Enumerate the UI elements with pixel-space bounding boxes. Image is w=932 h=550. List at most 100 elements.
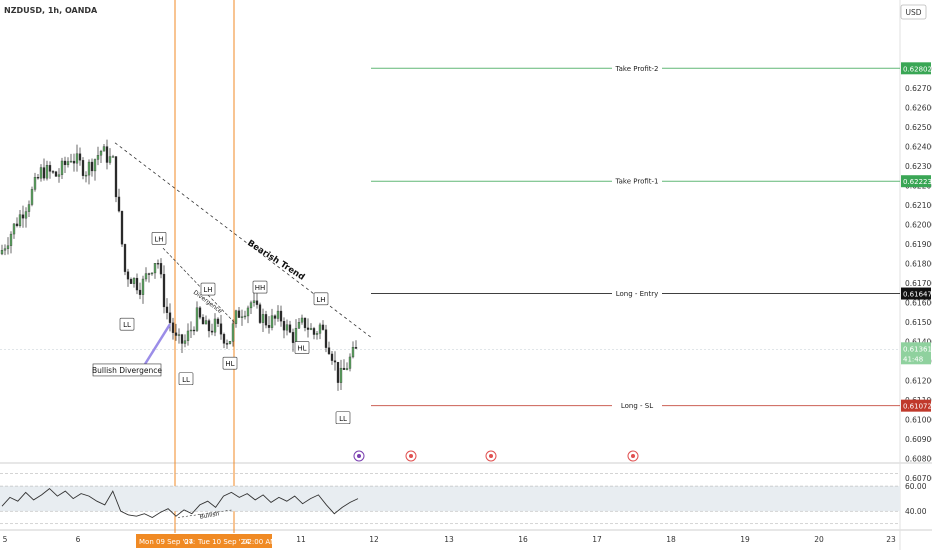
swing-label-box	[119, 317, 135, 331]
event-icon-dot	[357, 454, 361, 458]
level-price-tag	[901, 175, 931, 188]
current-price-value: 0.61361	[903, 345, 932, 353]
crosshair-time-label: 02:00 AM	[243, 538, 276, 546]
swing-label: HL	[225, 360, 234, 368]
candle-body	[201, 317, 205, 325]
candle-body	[75, 153, 79, 164]
candle-body	[132, 277, 136, 284]
swing-label-box	[294, 341, 310, 354]
candle-body	[87, 161, 91, 176]
candle-body	[225, 343, 229, 345]
candle-body	[192, 329, 196, 332]
candle-body	[165, 306, 169, 313]
swing-label-box	[222, 356, 238, 370]
candle-body	[156, 263, 160, 265]
time-tick-label: 19	[740, 535, 750, 544]
candle-body	[351, 347, 355, 358]
candle-body	[129, 279, 133, 284]
candle-body	[90, 161, 94, 172]
divergence-line	[162, 247, 237, 325]
time-tick-label: 11	[296, 535, 306, 544]
time-tick-label: 5	[3, 535, 8, 544]
level-price-value: 0.61072	[903, 403, 932, 411]
candle-body	[210, 330, 214, 333]
candle-body	[216, 318, 220, 324]
price-axis[interactable]: 0.607000.608000.609000.610000.611000.612…	[901, 62, 932, 483]
candle-body	[27, 204, 31, 212]
swing-label: HL	[297, 345, 306, 353]
candle-body	[294, 327, 298, 343]
candle-body	[252, 300, 256, 303]
annotation-box	[92, 363, 162, 377]
candle-body	[336, 361, 340, 383]
candle-body	[240, 316, 244, 318]
rsi-pane: 40.00 60.00 Bullish	[0, 473, 927, 525]
candle-body	[309, 328, 313, 330]
candle-body	[174, 332, 178, 336]
candle-body	[246, 307, 250, 317]
candle-body	[36, 177, 40, 179]
candle-body	[72, 160, 76, 164]
candle-body	[204, 320, 208, 325]
candle-body	[78, 153, 82, 161]
event-icon-dot	[409, 454, 413, 458]
candle-body	[24, 211, 28, 219]
swing-label: LL	[182, 376, 190, 384]
crosshair-time-label: Mon 09 Sep '24	[139, 538, 194, 546]
candle-body	[141, 278, 145, 295]
candle-body	[45, 165, 49, 179]
currency-button[interactable]: USD	[900, 4, 927, 20]
candle-body	[99, 150, 103, 156]
candle-body	[135, 277, 139, 291]
candle-body	[96, 155, 100, 160]
candle-body	[105, 146, 109, 163]
candle-body	[330, 353, 334, 361]
level-price-value: 0.62802	[903, 65, 932, 73]
candle-body	[213, 318, 217, 333]
time-tick-label: 23	[886, 535, 896, 544]
swing-label: LH	[316, 296, 325, 304]
candle-body	[159, 263, 163, 275]
candle-body	[33, 177, 37, 190]
candle-body	[126, 271, 130, 280]
rsi-divergence-line	[177, 509, 233, 518]
candle-body	[108, 156, 112, 163]
candle-body	[258, 304, 262, 323]
swing-label: LH	[154, 235, 163, 243]
candle-body	[147, 273, 151, 275]
candle-body	[60, 160, 64, 175]
candle-body	[21, 214, 25, 219]
candle-body	[42, 167, 46, 179]
candle-body	[15, 223, 19, 227]
candle-body	[6, 245, 10, 249]
candle-body	[261, 314, 265, 323]
symbol-title: NZDUSD, 1h, OANDA	[4, 6, 98, 15]
candle-body	[168, 312, 172, 323]
time-tick-label: 6	[76, 535, 81, 544]
countdown-label: 41:48	[903, 355, 923, 363]
candle-body	[30, 189, 34, 205]
candle-body	[348, 356, 352, 369]
rsi-bullish-label: Bullish	[199, 510, 220, 520]
candle-body	[69, 160, 73, 163]
rsi-band	[0, 486, 900, 512]
candle-body	[54, 171, 58, 177]
candle-body	[222, 334, 226, 344]
time-axis[interactable]: 56910111213161718192023Mon 09 Sep '2407:…	[3, 534, 896, 548]
candle-body	[207, 320, 211, 332]
candle-body	[324, 329, 328, 348]
event-icon-dot	[489, 454, 493, 458]
candle-body	[243, 315, 247, 318]
candle-body	[306, 327, 310, 330]
candle-body	[102, 146, 106, 152]
swing-label-box	[151, 232, 167, 245]
candle-body	[237, 310, 241, 318]
crosshair-time-tag	[136, 534, 272, 548]
